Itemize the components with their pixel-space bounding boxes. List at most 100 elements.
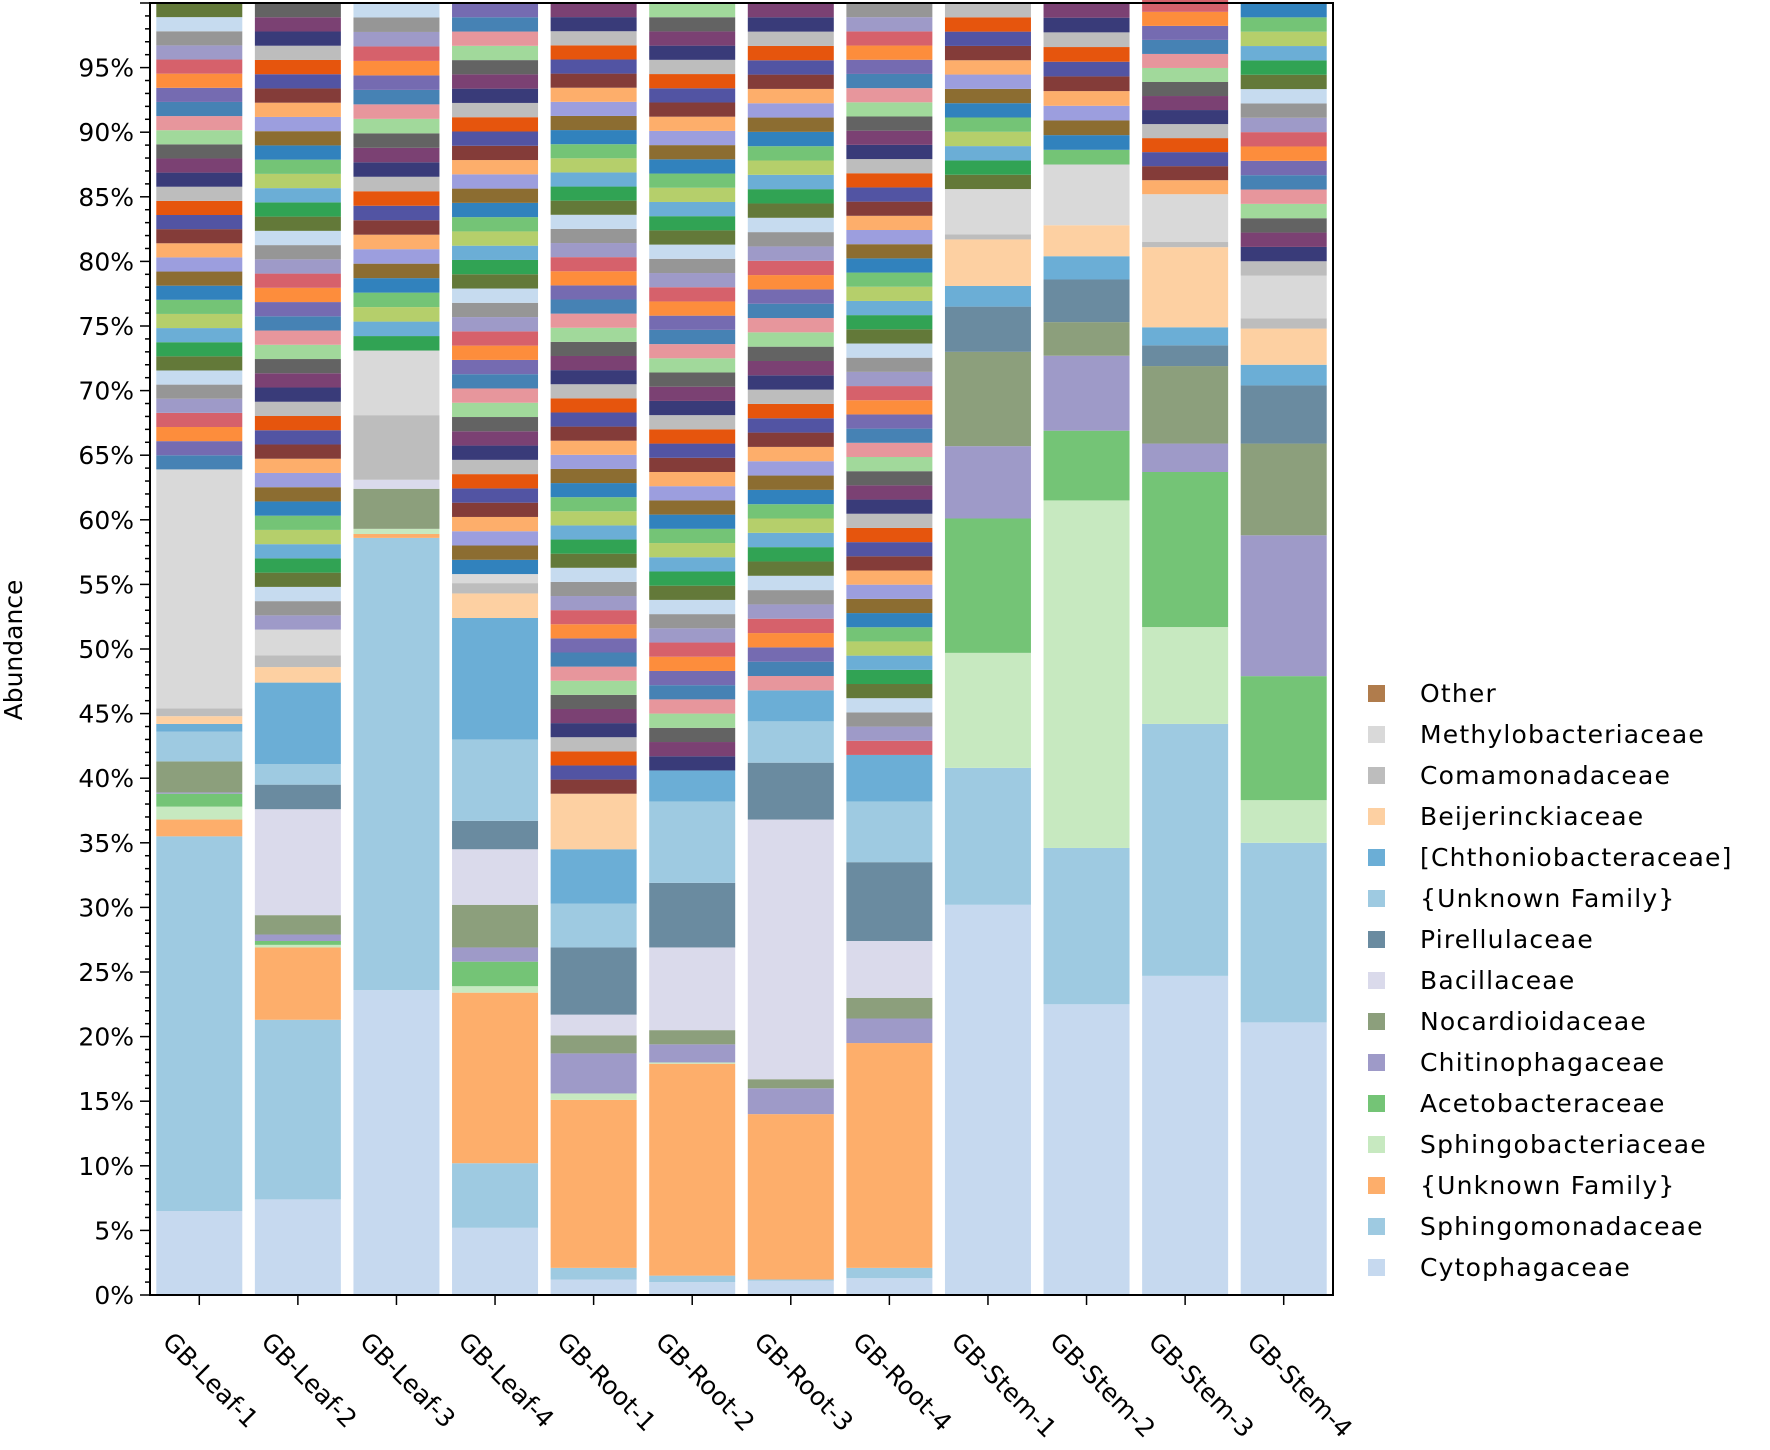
bar-sliver — [156, 384, 243, 399]
y-tick-label: 30% — [78, 893, 134, 922]
legend-item: [Chthoniobacteraceae] — [1368, 843, 1731, 872]
bar-sliver — [254, 316, 341, 331]
bar-sliver — [156, 299, 243, 314]
bar-sliver — [550, 228, 637, 244]
bar-sliver — [254, 202, 341, 217]
legend-item: Methylobacteriaceae — [1368, 720, 1705, 749]
bar-sliver — [254, 145, 341, 160]
bar-sliver — [846, 584, 933, 599]
bar-segment — [353, 528, 440, 535]
bar-sliver — [452, 145, 539, 161]
bar-sliver — [649, 670, 736, 686]
bar-sliver — [254, 430, 341, 445]
bar-segment — [846, 801, 933, 863]
bar-segment — [1043, 1004, 1130, 1295]
bar-sliver — [747, 518, 834, 533]
bar-sliver — [550, 666, 637, 681]
bar-sliver — [550, 101, 637, 116]
y-tick-label: 40% — [78, 764, 134, 793]
legend: Other Methylobacteriaceae Comamonadaceae Be… — [1368, 679, 1731, 1282]
bar-sliver — [1240, 46, 1327, 61]
bar-sliver — [156, 441, 243, 456]
bar-sliver — [846, 556, 933, 571]
bar-segment — [1142, 471, 1229, 628]
bar-sliver — [649, 528, 736, 544]
bar-sliver — [1142, 180, 1229, 195]
bar-segment — [1043, 500, 1130, 848]
bar-sliver — [550, 285, 637, 300]
bar-sliver — [649, 315, 736, 330]
bar-segment — [846, 754, 933, 802]
bar-sliver — [649, 429, 736, 444]
bar-sliver — [747, 389, 834, 404]
bar-segment — [1240, 535, 1327, 677]
bar-sliver — [846, 740, 933, 755]
bar-sliver — [156, 370, 243, 385]
bar-segment — [747, 1088, 834, 1115]
bar-sliver — [944, 74, 1031, 89]
bar-sliver — [254, 373, 341, 388]
bar-sliver — [747, 246, 834, 261]
bar-segment — [254, 915, 341, 935]
bar-sliver — [747, 232, 834, 247]
bar-sliver — [649, 756, 736, 771]
bar-sliver — [846, 17, 933, 32]
y-axis-label: Abundance — [0, 580, 28, 721]
bar-sliver — [1240, 218, 1327, 233]
bar-sliver — [452, 231, 539, 246]
bar-sliver — [846, 357, 933, 372]
bar-sliver — [254, 359, 341, 374]
bar-segment — [846, 1278, 933, 1295]
bar-sliver — [747, 189, 834, 204]
legend-item: Nocardioidaceae — [1368, 1007, 1646, 1036]
bar-sliver — [747, 575, 834, 591]
bar-sliver — [747, 504, 834, 519]
bar-segment — [1043, 225, 1130, 257]
bar-sliver — [1240, 3, 1327, 18]
bar-sliver — [254, 330, 341, 345]
bar-segment — [156, 819, 243, 837]
bar-sliver — [649, 3, 736, 18]
bar-segment — [254, 655, 341, 668]
bar-sliver — [1043, 61, 1130, 77]
bar-sliver — [550, 553, 637, 568]
bar-sliver — [156, 313, 243, 329]
bar-segment — [254, 667, 341, 683]
bar-segment — [1240, 676, 1327, 801]
bar-segment — [1240, 385, 1327, 444]
bar-sliver — [550, 73, 637, 88]
bar-sliver — [846, 59, 933, 74]
bar-sliver — [452, 302, 539, 318]
bar-segment — [452, 992, 539, 1164]
bar-sliver — [1142, 67, 1229, 82]
bar-sliver — [846, 258, 933, 273]
bar-sliver — [649, 45, 736, 60]
bar-segment — [550, 1093, 637, 1100]
bar-sliver — [452, 88, 539, 103]
bar-sliver — [156, 229, 243, 244]
bar-sliver — [550, 130, 637, 145]
legend-item: Sphingomonadaceae — [1368, 1212, 1703, 1241]
bar-sliver — [649, 699, 736, 714]
bar-sliver — [846, 726, 933, 741]
bar-sliver — [156, 3, 243, 18]
bar-sliver — [452, 202, 539, 218]
bar-segment — [1142, 247, 1229, 328]
bar-sliver — [649, 628, 736, 643]
bar-sliver — [944, 160, 1031, 175]
bar-sliver — [254, 415, 341, 431]
legend-swatch — [1368, 931, 1385, 948]
bar-segment — [452, 1227, 539, 1295]
bar-sliver — [353, 133, 440, 148]
legend-label: Methylobacteriaceae — [1420, 720, 1705, 749]
bar-segment-other — [846, 3, 933, 755]
bar-sliver — [944, 117, 1031, 132]
bar-sliver — [944, 174, 1031, 190]
bar-sliver — [1043, 47, 1130, 62]
bar-sliver — [1240, 160, 1327, 176]
bar-segment — [649, 882, 736, 948]
bar-sliver — [649, 372, 736, 387]
bar-segment — [649, 1282, 736, 1295]
bar-sliver — [747, 618, 834, 634]
bar-sliver — [550, 426, 637, 441]
